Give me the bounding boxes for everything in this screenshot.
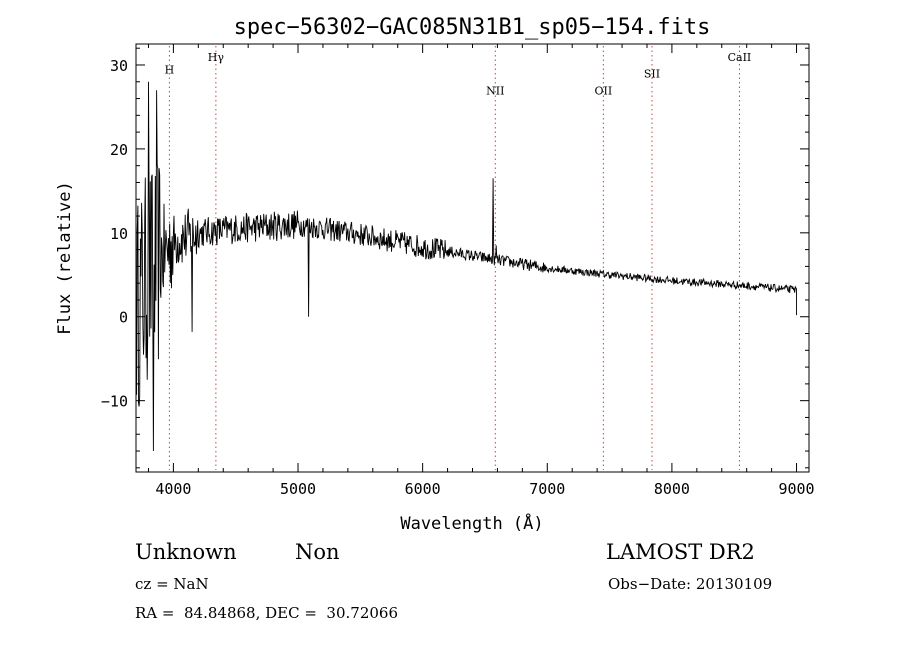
chart-title: spec−56302−GAC085N31B1_sp05−154.fits	[234, 15, 711, 40]
spectral-line-label: CaII	[728, 51, 752, 64]
y-axis-ticks: −10 0 10 20 30	[101, 47, 809, 469]
y-tick-label: 0	[119, 309, 128, 327]
x-tick-label: 6000	[405, 480, 441, 498]
spectral-line-label: NII	[486, 84, 504, 97]
survey-name: LAMOST DR2	[606, 540, 755, 564]
redshift-value: cz = NaN	[135, 575, 209, 593]
x-tick-label: 5000	[280, 480, 316, 498]
x-tick-label: 8000	[654, 480, 690, 498]
spectral-line-label: SII	[644, 68, 660, 81]
spectral-line-label: OII	[595, 84, 613, 97]
x-tick-label: 9000	[778, 480, 814, 498]
y-tick-label: 20	[110, 141, 128, 159]
observation-date: Obs−Date: 20130109	[608, 575, 773, 593]
x-tick-label: 4000	[155, 480, 191, 498]
x-axis-ticks: 4000 5000 6000 7000 8000 9000	[147, 44, 815, 498]
spectral-line-label: H	[165, 63, 175, 76]
spectral-line-label: Hγ	[208, 51, 225, 64]
spectral-line-labels: H Hγ NII OII SII CaII	[165, 51, 752, 98]
spectrum-line	[136, 81, 797, 452]
object-subclass: Non	[295, 540, 340, 564]
y-axis-label: Flux (relative)	[55, 181, 75, 335]
x-axis-label: Wavelength (Å)	[400, 512, 543, 534]
y-tick-label: −10	[101, 393, 128, 411]
x-tick-label: 7000	[529, 480, 565, 498]
spectral-line-markers	[168, 46, 740, 470]
sky-coordinates: RA = 84.84868, DEC = 30.72066	[135, 604, 399, 622]
y-tick-label: 10	[110, 225, 128, 243]
y-tick-label: 30	[110, 57, 128, 75]
object-class: Unknown	[135, 540, 237, 564]
